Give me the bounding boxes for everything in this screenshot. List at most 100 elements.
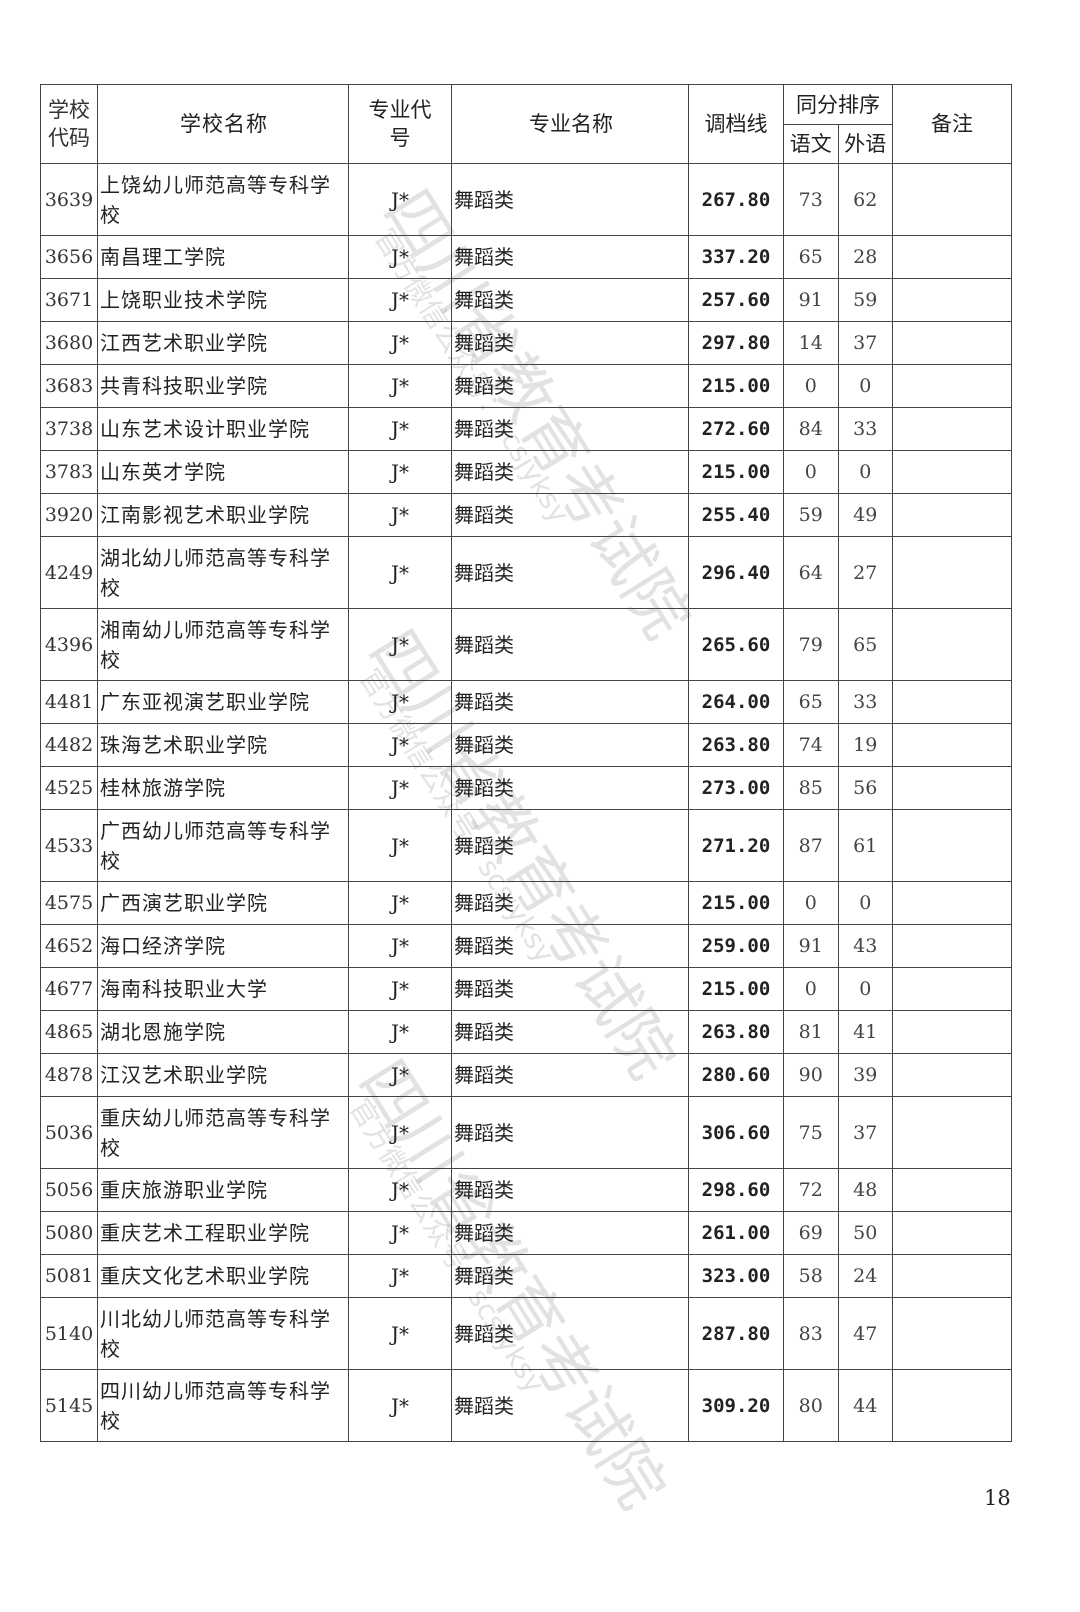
table-row: 4525 桂林旅游学院 J* 舞蹈类 273.00 85 56 xyxy=(40,766,1012,810)
cutoff-score-cell: 215.00 xyxy=(688,881,784,925)
chinese-rank-cell: 83 xyxy=(783,1297,839,1370)
foreign-rank-cell: 33 xyxy=(837,407,893,451)
major-code-cell: J* xyxy=(348,766,452,810)
chinese-rank-cell: 73 xyxy=(783,163,839,236)
chinese-rank-cell: 87 xyxy=(783,809,839,882)
cutoff-score-cell: 297.80 xyxy=(688,321,784,365)
notes-cell xyxy=(892,450,1012,494)
table-row: 3783 山东英才学院 J* 舞蹈类 215.00 0 0 xyxy=(40,450,1012,494)
major-code-cell: J* xyxy=(348,450,452,494)
school-code-cell: 3639 xyxy=(40,163,98,236)
major-code-cell: J* xyxy=(348,967,452,1011)
major-name-cell: 舞蹈类 xyxy=(451,723,689,767)
cutoff-score-cell: 261.00 xyxy=(688,1211,784,1255)
chinese-rank-cell: 74 xyxy=(783,723,839,767)
table-row: 3683 共青科技职业学院 J* 舞蹈类 215.00 0 0 xyxy=(40,364,1012,408)
major-name-cell: 舞蹈类 xyxy=(451,450,689,494)
notes-cell xyxy=(892,321,1012,365)
foreign-rank-cell: 50 xyxy=(837,1211,893,1255)
major-name-cell: 舞蹈类 xyxy=(451,1096,689,1169)
school-code-cell: 3783 xyxy=(40,450,98,494)
cutoff-score-cell: 271.20 xyxy=(688,809,784,882)
school-name-cell: 桂林旅游学院 xyxy=(97,766,349,810)
notes-cell xyxy=(892,1297,1012,1370)
major-name-cell: 舞蹈类 xyxy=(451,1053,689,1097)
major-name-cell: 舞蹈类 xyxy=(451,1254,689,1298)
chinese-rank-cell: 81 xyxy=(783,1010,839,1054)
school-code-cell: 3656 xyxy=(40,235,98,279)
table-row: 4575 广西演艺职业学院 J* 舞蹈类 215.00 0 0 xyxy=(40,881,1012,925)
foreign-rank-cell: 65 xyxy=(837,608,893,681)
school-name-cell: 江西艺术职业学院 xyxy=(97,321,349,365)
notes-cell xyxy=(892,1010,1012,1054)
cutoff-score-cell: 264.00 xyxy=(688,680,784,724)
major-code-cell: J* xyxy=(348,1297,452,1370)
table-row: 3920 江南影视艺术职业学院 J* 舞蹈类 255.40 59 49 xyxy=(40,493,1012,537)
major-name-cell: 舞蹈类 xyxy=(451,493,689,537)
major-code-cell: J* xyxy=(348,1211,452,1255)
school-code-cell: 4865 xyxy=(40,1010,98,1054)
foreign-rank-cell: 37 xyxy=(837,1096,893,1169)
school-name-cell: 江南影视艺术职业学院 xyxy=(97,493,349,537)
cutoff-score-cell: 255.40 xyxy=(688,493,784,537)
school-code-cell: 4652 xyxy=(40,924,98,968)
table-row: 4652 海口经济学院 J* 舞蹈类 259.00 91 43 xyxy=(40,924,1012,968)
major-code-cell: J* xyxy=(348,536,452,609)
notes-cell xyxy=(892,881,1012,925)
cutoff-score-cell: 287.80 xyxy=(688,1297,784,1370)
school-name-cell: 重庆文化艺术职业学院 xyxy=(97,1254,349,1298)
foreign-rank-cell: 27 xyxy=(837,536,893,609)
chinese-rank-cell: 65 xyxy=(783,680,839,724)
major-name-cell: 舞蹈类 xyxy=(451,766,689,810)
table-row: 3639 上饶幼儿师范高等专科学校 J* 舞蹈类 267.80 73 62 xyxy=(40,163,1012,236)
major-code-cell: J* xyxy=(348,1369,452,1442)
chinese-rank-cell: 65 xyxy=(783,235,839,279)
school-code-cell: 4677 xyxy=(40,967,98,1011)
chinese-rank-cell: 85 xyxy=(783,766,839,810)
school-name-cell: 上饶职业技术学院 xyxy=(97,278,349,322)
cutoff-score-cell: 306.60 xyxy=(688,1096,784,1169)
notes-cell xyxy=(892,364,1012,408)
major-name-cell: 舞蹈类 xyxy=(451,608,689,681)
school-name-cell: 海南科技职业大学 xyxy=(97,967,349,1011)
foreign-rank-cell: 59 xyxy=(837,278,893,322)
major-code-cell: J* xyxy=(348,608,452,681)
cutoff-score-cell: 323.00 xyxy=(688,1254,784,1298)
school-code-cell: 4396 xyxy=(40,608,98,681)
school-code-cell: 4533 xyxy=(40,809,98,882)
cutoff-score-cell: 280.60 xyxy=(688,1053,784,1097)
notes-cell xyxy=(892,723,1012,767)
major-code-cell: J* xyxy=(348,493,452,537)
foreign-rank-cell: 43 xyxy=(837,924,893,968)
chinese-rank-cell: 84 xyxy=(783,407,839,451)
school-code-cell: 4575 xyxy=(40,881,98,925)
table-row: 5080 重庆艺术工程职业学院 J* 舞蹈类 261.00 69 50 xyxy=(40,1211,1012,1255)
school-name-cell: 江汉艺术职业学院 xyxy=(97,1053,349,1097)
major-name-cell: 舞蹈类 xyxy=(451,536,689,609)
major-name-cell: 舞蹈类 xyxy=(451,1211,689,1255)
major-name-cell: 舞蹈类 xyxy=(451,809,689,882)
chinese-rank-cell: 75 xyxy=(783,1096,839,1169)
table-row: 5081 重庆文化艺术职业学院 J* 舞蹈类 323.00 58 24 xyxy=(40,1254,1012,1298)
foreign-rank-cell: 28 xyxy=(837,235,893,279)
table-row: 4249 湖北幼儿师范高等专科学校 J* 舞蹈类 296.40 64 27 xyxy=(40,536,1012,609)
school-code-cell: 4249 xyxy=(40,536,98,609)
school-name-cell: 广西演艺职业学院 xyxy=(97,881,349,925)
cutoff-score-cell: 265.60 xyxy=(688,608,784,681)
foreign-rank-cell: 48 xyxy=(837,1168,893,1212)
chinese-rank-cell: 0 xyxy=(783,450,839,494)
school-name-cell: 重庆旅游职业学院 xyxy=(97,1168,349,1212)
chinese-rank-cell: 64 xyxy=(783,536,839,609)
chinese-rank-cell: 72 xyxy=(783,1168,839,1212)
school-code-cell: 3671 xyxy=(40,278,98,322)
header-school-name: 学校名称 xyxy=(97,84,349,164)
school-name-cell: 湖北恩施学院 xyxy=(97,1010,349,1054)
major-name-cell: 舞蹈类 xyxy=(451,407,689,451)
school-code-cell: 4482 xyxy=(40,723,98,767)
notes-cell xyxy=(892,1053,1012,1097)
notes-cell xyxy=(892,235,1012,279)
school-name-cell: 广东亚视演艺职业学院 xyxy=(97,680,349,724)
major-code-cell: J* xyxy=(348,1168,452,1212)
chinese-rank-cell: 0 xyxy=(783,881,839,925)
school-name-cell: 川北幼儿师范高等专科学校 xyxy=(97,1297,349,1370)
